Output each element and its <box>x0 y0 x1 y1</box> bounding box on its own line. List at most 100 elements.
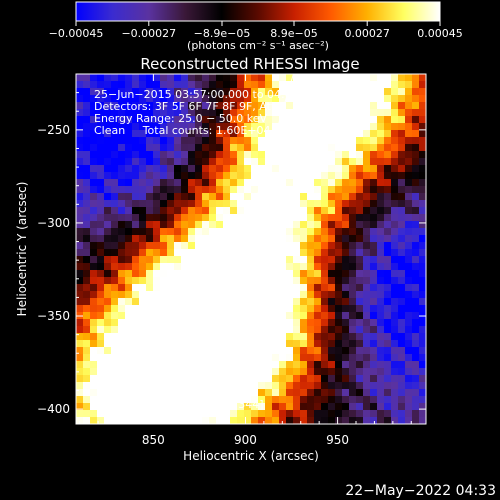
heatmap-cell <box>293 263 301 271</box>
heatmap-cell <box>300 368 308 376</box>
heatmap-cell <box>244 109 252 117</box>
heatmap-cell <box>181 305 189 313</box>
heatmap-cell <box>370 116 378 124</box>
heatmap-cell <box>76 130 84 138</box>
heatmap-cell <box>384 228 392 236</box>
heatmap-cell <box>286 333 294 341</box>
heatmap-cell <box>293 207 301 215</box>
heatmap-cell <box>405 137 413 145</box>
heatmap-cell <box>377 270 385 278</box>
heatmap-cell <box>321 186 329 194</box>
heatmap-cell <box>314 165 322 173</box>
heatmap-cell <box>398 368 406 376</box>
heatmap-cell <box>419 368 427 376</box>
heatmap-cell <box>237 172 245 180</box>
heatmap-cell <box>321 277 329 285</box>
heatmap-cell <box>83 284 91 292</box>
heatmap-cell <box>398 116 406 124</box>
heatmap-cell <box>384 305 392 313</box>
heatmap-cell <box>160 123 168 131</box>
heatmap-cell <box>300 102 308 110</box>
heatmap-cell <box>139 340 147 348</box>
heatmap-cell <box>265 130 273 138</box>
heatmap-cell <box>272 284 280 292</box>
heatmap-cell <box>398 396 406 404</box>
heatmap-cell <box>202 193 210 201</box>
heatmap-cell <box>111 200 119 208</box>
heatmap-cell <box>118 389 126 397</box>
heatmap-cell <box>279 88 287 96</box>
heatmap-cell <box>272 361 280 369</box>
heatmap-cell <box>111 81 119 89</box>
heatmap-cell <box>195 172 203 180</box>
heatmap-cell <box>132 88 140 96</box>
heatmap-cell <box>174 396 182 404</box>
heatmap-cell <box>237 186 245 194</box>
heatmap-cell <box>181 200 189 208</box>
heatmap-cell <box>174 144 182 152</box>
heatmap-cell <box>265 270 273 278</box>
heatmap-cell <box>279 354 287 362</box>
heatmap-cell <box>342 256 350 264</box>
heatmap-cell <box>83 291 91 299</box>
heatmap-cell <box>370 172 378 180</box>
heatmap-cell <box>398 130 406 138</box>
heatmap-cell <box>293 214 301 222</box>
heatmap-cell <box>230 410 238 418</box>
heatmap-cell <box>286 263 294 271</box>
heatmap-cell <box>258 326 266 334</box>
heatmap-cell <box>307 312 315 320</box>
heatmap-cell <box>195 81 203 89</box>
solar-limb-line <box>167 73 294 425</box>
heatmap-cell <box>230 179 238 187</box>
heatmap-cell <box>167 88 175 96</box>
heatmap-cell <box>216 193 224 201</box>
heatmap-cell <box>188 347 196 355</box>
heatmap-cell <box>76 165 84 173</box>
heatmap-cell <box>342 249 350 257</box>
heatmap-cell <box>132 144 140 152</box>
heatmap-cell <box>279 221 287 229</box>
heatmap-cell <box>209 81 217 89</box>
heatmap-cell <box>279 214 287 222</box>
heatmap-cell <box>139 382 147 390</box>
heatmap-cell <box>342 158 350 166</box>
heatmap-cell <box>391 172 399 180</box>
heatmap-cell <box>83 389 91 397</box>
heatmap-cell <box>412 123 420 131</box>
heatmap-cell <box>167 403 175 411</box>
heatmap-cell <box>230 382 238 390</box>
heatmap-cell <box>97 235 105 243</box>
heatmap-cell <box>76 193 84 201</box>
heatmap-cell <box>405 410 413 418</box>
heatmap-cell <box>377 207 385 215</box>
heatmap-cell <box>118 102 126 110</box>
heatmap-cell <box>125 417 133 425</box>
heatmap-cell <box>160 410 168 418</box>
heatmap-cell <box>90 347 98 355</box>
heatmap-cell <box>153 179 161 187</box>
heatmap-cell <box>160 270 168 278</box>
heatmap-cell <box>279 200 287 208</box>
heatmap-cell <box>146 277 154 285</box>
heatmap-cell <box>125 256 133 264</box>
heatmap-cell <box>139 158 147 166</box>
heatmap-cell <box>342 123 350 131</box>
heatmap-cell <box>174 165 182 173</box>
heatmap-cell <box>223 235 231 243</box>
heatmap-cell <box>195 88 203 96</box>
heatmap-cell <box>258 165 266 173</box>
heatmap-cell <box>286 74 294 82</box>
heatmap-cell <box>97 130 105 138</box>
heatmap-cell <box>216 319 224 327</box>
heatmap-cell <box>90 235 98 243</box>
heatmap-cell <box>202 403 210 411</box>
heatmap-cell <box>111 74 119 82</box>
heatmap-cell <box>328 130 336 138</box>
heatmap-cell <box>97 214 105 222</box>
heatmap-cell <box>272 277 280 285</box>
heatmap-cell <box>216 361 224 369</box>
heatmap-cell <box>307 221 315 229</box>
heatmap-cell <box>237 340 245 348</box>
heatmap-cell <box>104 137 112 145</box>
